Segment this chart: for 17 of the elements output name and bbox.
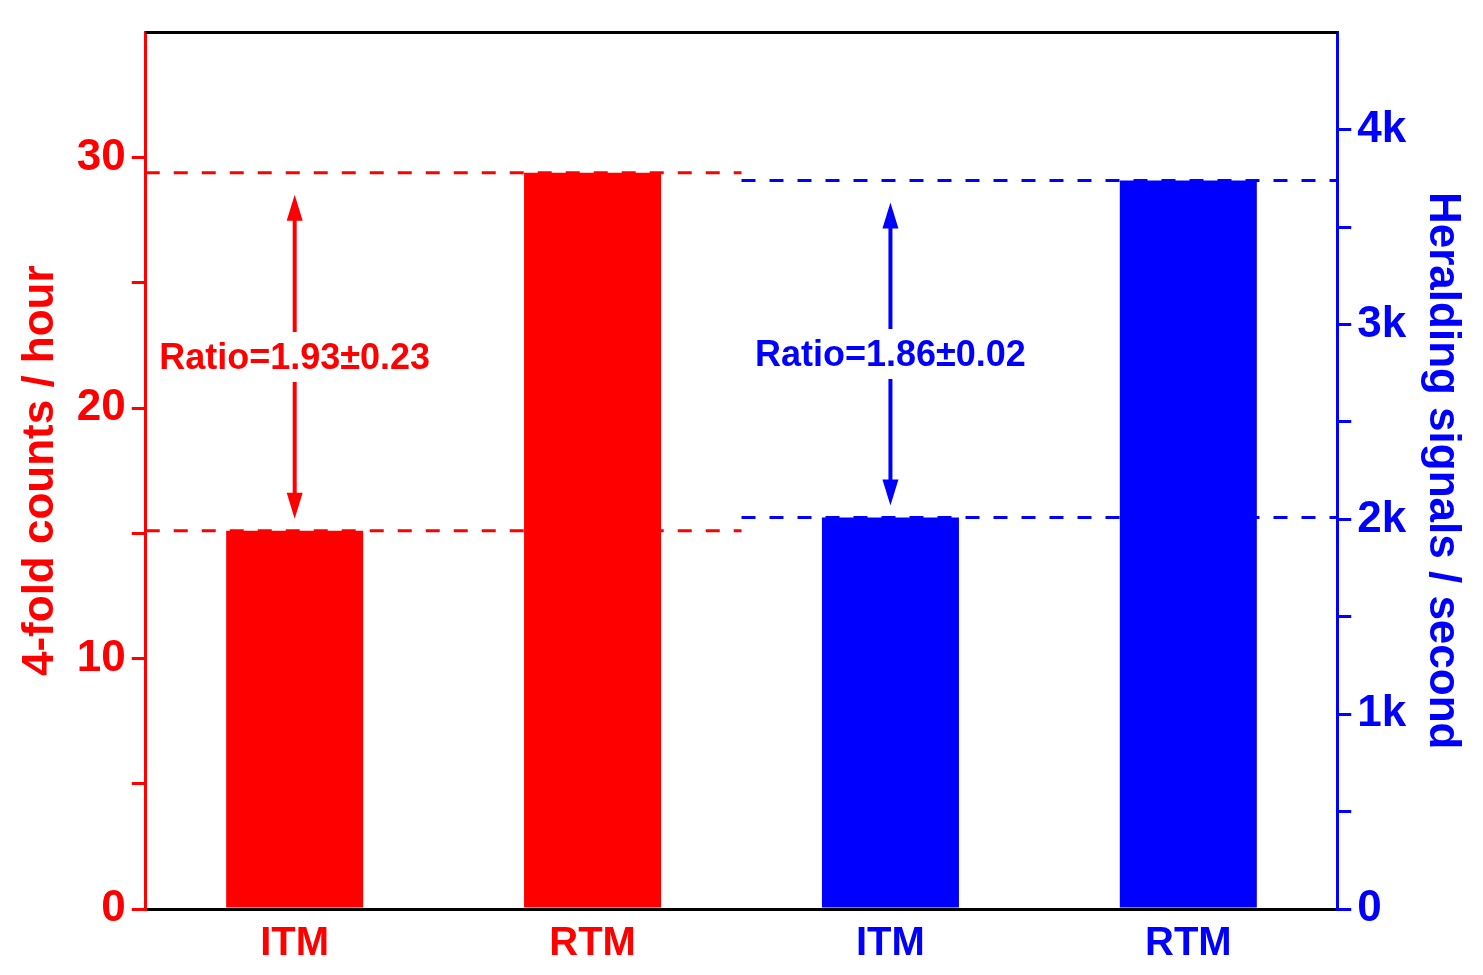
y-tick-label: 0: [101, 881, 126, 931]
y2-tick-label: 2k: [1357, 491, 1407, 541]
y-tick-label: 10: [76, 630, 126, 680]
y2-tick-label: 1k: [1357, 686, 1407, 736]
x-tick-label: ITM: [260, 919, 330, 964]
annotation: Ratio=1.86±0.02: [752, 328, 1028, 379]
y2-tick-label: 3k: [1357, 296, 1407, 346]
y-tick-label: 20: [76, 380, 126, 430]
y-axis-title: 4-fold counts / hour: [12, 265, 62, 677]
x-tick-label: RTM: [1145, 919, 1232, 964]
annotation: Ratio=1.93±0.23: [157, 331, 433, 382]
x-tick-label: ITM: [856, 919, 925, 964]
y2-axis-title: Heralding signals / second: [1421, 191, 1471, 750]
y2-tick-label: 0: [1357, 881, 1382, 931]
y2-tick-label: 4k: [1357, 101, 1407, 151]
y-tick-label: 30: [76, 129, 126, 179]
x-tick-label: RTM: [549, 919, 636, 964]
